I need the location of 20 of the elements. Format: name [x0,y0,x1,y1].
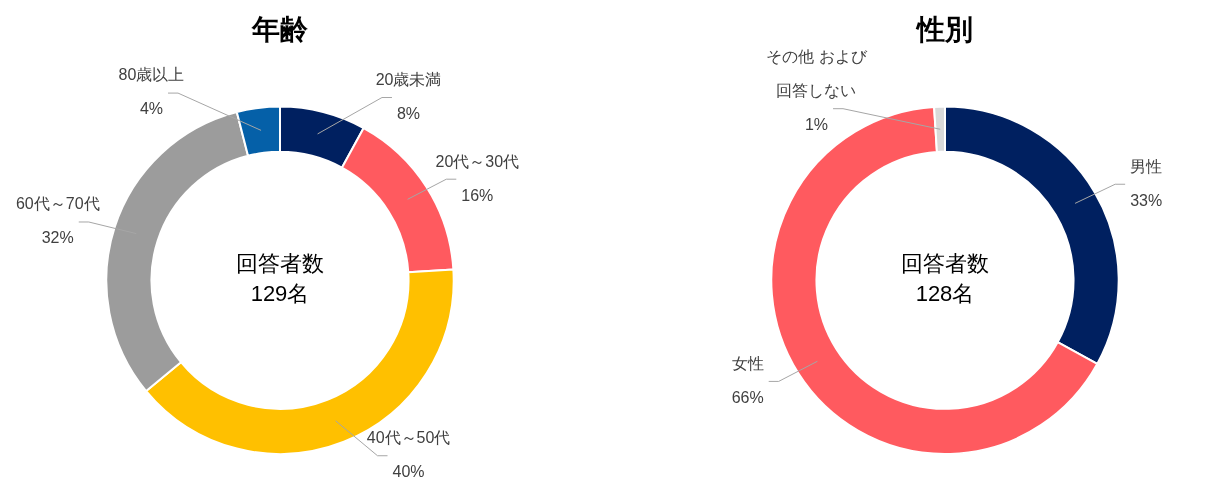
slice-label: その他 および回答しない [766,48,868,100]
chart-title: 性別 [915,13,973,45]
data-label: 16% [461,186,494,204]
slice-label: 60代～70代 [15,195,100,213]
text: 回答者数 129名 [236,251,324,307]
text: 回答者数 128名 [901,251,989,307]
slice-label: 男性 [1130,157,1163,175]
data-label: 1% [804,116,829,134]
data-label: 4% [139,100,164,118]
data-label: 66% [731,388,764,406]
slice-label: 40代～50代 [366,429,451,447]
data-label: 8% [396,104,421,122]
data-label: 32% [41,229,74,247]
slice-label: 20歳未満 [375,70,442,88]
chart-title: 年齢 [251,13,308,45]
data-label: 33% [1130,191,1163,209]
slice-label: 80歳以上 [118,66,185,84]
slice-label: 女性 [731,354,764,372]
data-label: 40% [392,463,425,481]
slice-label: 20代～30代 [435,152,520,170]
